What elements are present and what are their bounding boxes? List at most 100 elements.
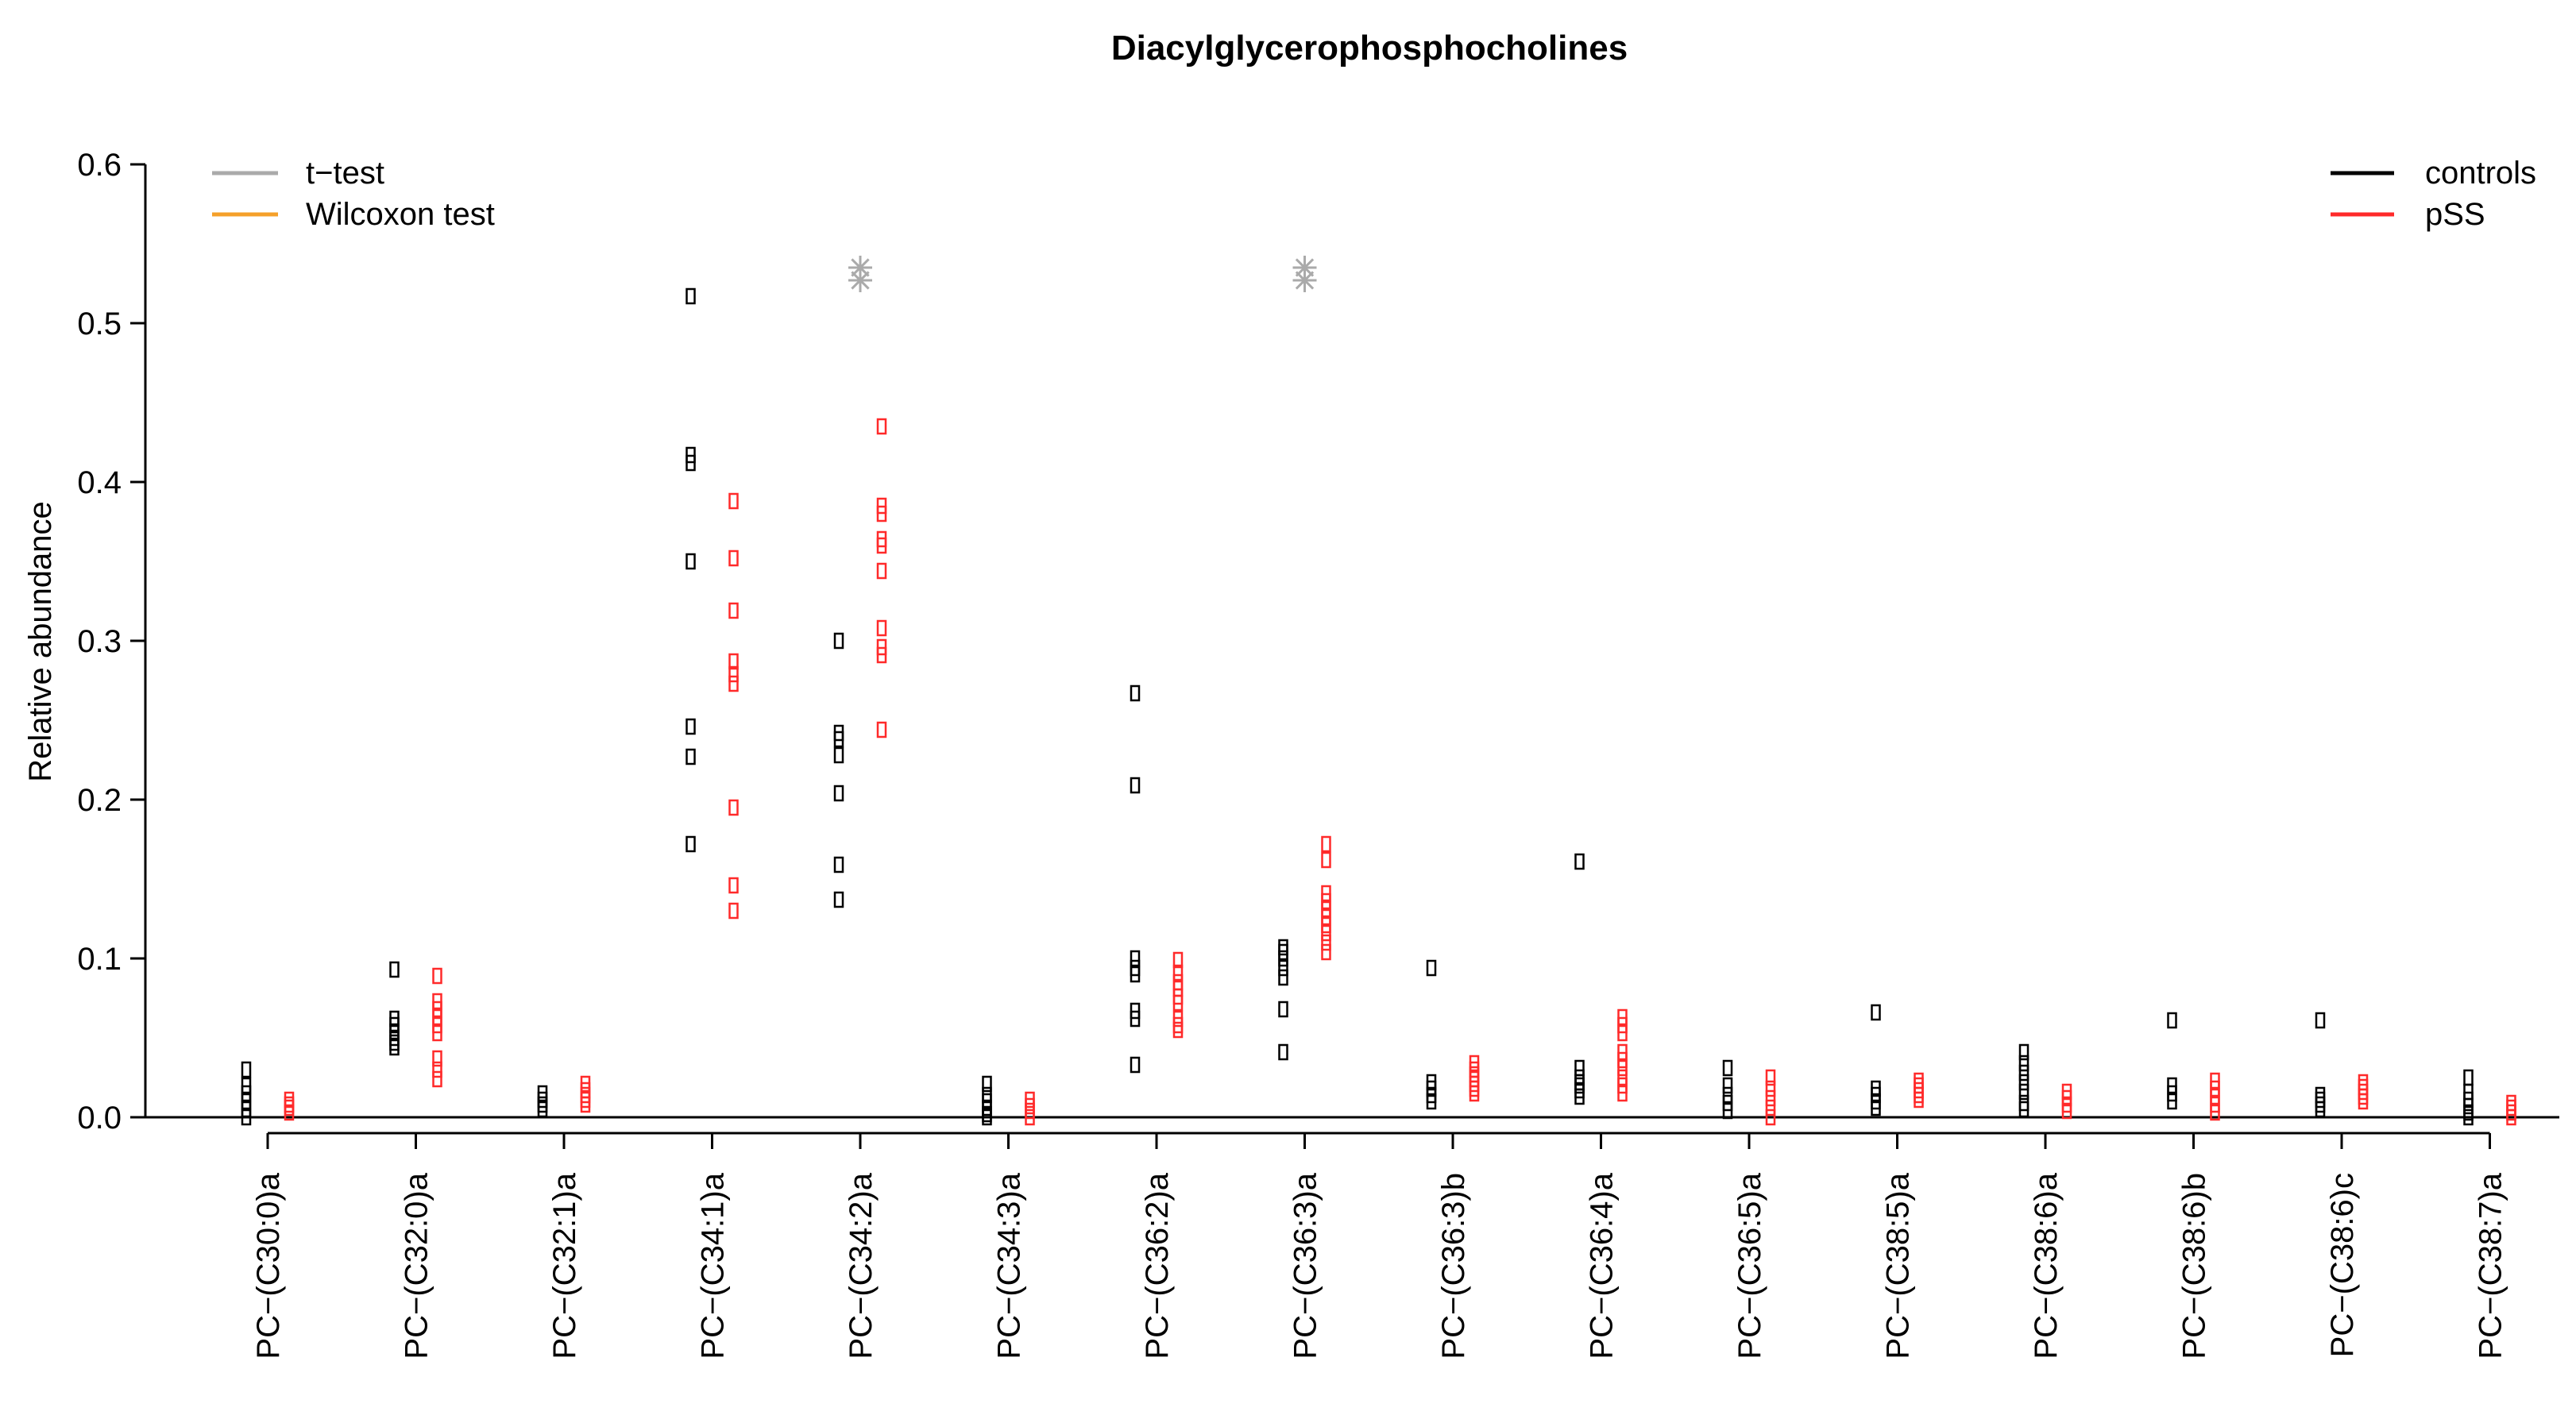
y-tick-label: 0.2 [77, 783, 122, 818]
y-tick-label: 0.0 [77, 1101, 122, 1136]
y-tick-label: 0.5 [77, 307, 122, 341]
data-point-pss [580, 1091, 591, 1109]
data-point-controls [1278, 950, 1288, 967]
x-tick-label: PC−(C36:4)a [1585, 1172, 1620, 1359]
data-point-pss [1172, 994, 1184, 1012]
data-point-controls [2315, 1091, 2326, 1109]
data-point-controls [1130, 1056, 1141, 1074]
x-tick-label: PC−(C38:6)b [2177, 1173, 2212, 1359]
data-point-pss [2506, 1109, 2516, 1126]
data-point-controls [686, 835, 696, 853]
data-point-pss [876, 418, 887, 435]
data-point-pss [1469, 1085, 1480, 1102]
data-point-controls [686, 718, 696, 735]
data-point-pss [1321, 943, 1331, 961]
data-point-pss [2358, 1093, 2369, 1110]
y-axis-label: Relative abundance [23, 501, 58, 782]
data-point-controls [2018, 1083, 2030, 1101]
data-point-pss [432, 1050, 442, 1067]
data-point-controls [2463, 1069, 2474, 1086]
data-point-pss [1914, 1082, 1924, 1099]
data-point-pss [1765, 1069, 1776, 1086]
y-tick-label: 0.3 [77, 624, 122, 659]
data-point-controls [686, 553, 696, 570]
data-point-controls [1722, 1059, 1733, 1077]
legend-tests: t−test Wilcoxon test [212, 156, 495, 232]
x-tick-label: PC−(C30:0)a [251, 1172, 286, 1359]
data-point-controls [1278, 1043, 1288, 1061]
chart-title: Diacylglycerophosphocholines [1111, 29, 1628, 67]
data-point-controls [1278, 969, 1288, 986]
data-point-controls [982, 1075, 992, 1093]
data-point-pss [1617, 1085, 1628, 1102]
data-point-pss [1469, 1066, 1480, 1083]
data-point-pss [1321, 924, 1331, 942]
data-point-controls [1130, 777, 1141, 794]
x-tick-label: PC−(C38:6)c [2325, 1173, 2360, 1357]
data-point-controls [1871, 1099, 1881, 1116]
data-point-controls [2463, 1109, 2474, 1126]
data-point-controls [833, 856, 844, 873]
x-tick-label: PC−(C34:3)a [992, 1172, 1027, 1359]
data-point-controls [1278, 959, 1288, 977]
data-point-pss [728, 549, 739, 567]
data-point-pss [2358, 1083, 2369, 1101]
data-point-pss [728, 902, 739, 920]
data-point-pss [1765, 1099, 1776, 1116]
data-point-pss [728, 653, 739, 670]
data-point-pss [1025, 1109, 1035, 1126]
data-point-controls [833, 746, 844, 764]
data-point-controls [833, 632, 844, 650]
data-point-pss [728, 602, 739, 619]
data-point-pss [2506, 1099, 2516, 1116]
data-point-pss [432, 967, 442, 985]
data-point-controls [686, 454, 696, 472]
data-point-pss [876, 619, 887, 637]
y-tick-label: 0.1 [77, 942, 122, 977]
data-point-controls [2018, 1101, 2030, 1118]
data-point-controls [833, 731, 844, 748]
data-point-controls [1278, 1001, 1288, 1018]
data-point-controls [1574, 853, 1585, 870]
data-point-controls [982, 1109, 992, 1126]
data-point-pss [728, 877, 739, 894]
x-axis: PC−(C30:0)a PC−(C32:0)a PC−(C32:1)a PC−(C34… [145, 1116, 2559, 1359]
data-point-pss [1617, 1059, 1628, 1077]
data-point-pss [1914, 1072, 1924, 1089]
data-point-controls [1574, 1088, 1585, 1105]
data-point-controls [1130, 966, 1141, 983]
data-point-pss [2358, 1078, 2369, 1096]
x-tick-label: PC−(C36:3)b [1436, 1173, 1471, 1359]
data-point-pss [1469, 1070, 1480, 1088]
data-point-pss [2506, 1094, 2516, 1112]
data-point-controls [1130, 950, 1141, 967]
significance-markers [848, 256, 1317, 292]
x-tick-label: PC−(C36:3)a [1288, 1172, 1323, 1359]
y-tick-label: 0.4 [77, 465, 122, 500]
data-point-controls [2167, 1012, 2177, 1029]
data-point-controls [686, 287, 696, 305]
data-point-controls [833, 891, 844, 908]
data-point-pss [1765, 1080, 1776, 1097]
data-points [241, 287, 2516, 1126]
data-point-controls [1722, 1077, 1733, 1094]
data-point-controls [389, 1039, 400, 1056]
data-point-pss [1914, 1086, 1924, 1104]
x-tick-label: PC−(C36:2)a [1140, 1172, 1175, 1359]
data-point-pss [432, 1070, 442, 1088]
legend-wilcoxon-label: Wilcoxon test [306, 197, 495, 232]
data-point-controls [833, 785, 844, 802]
data-point-pss [2358, 1074, 2369, 1091]
x-tick-label: PC−(C38:5)a [1881, 1172, 1916, 1359]
data-point-pss [1914, 1077, 1924, 1094]
data-point-controls [1574, 1059, 1585, 1077]
data-point-pss [432, 1024, 442, 1042]
data-point-controls [1278, 939, 1288, 956]
data-point-pss [876, 537, 887, 554]
data-point-controls [1722, 1102, 1733, 1120]
legend-controls-label: controls [2425, 156, 2536, 191]
x-tick-label: PC−(C36:5)a [1732, 1172, 1767, 1359]
x-tick-label: PC−(C32:0)a [400, 1172, 434, 1359]
data-point-pss [1172, 964, 1184, 981]
